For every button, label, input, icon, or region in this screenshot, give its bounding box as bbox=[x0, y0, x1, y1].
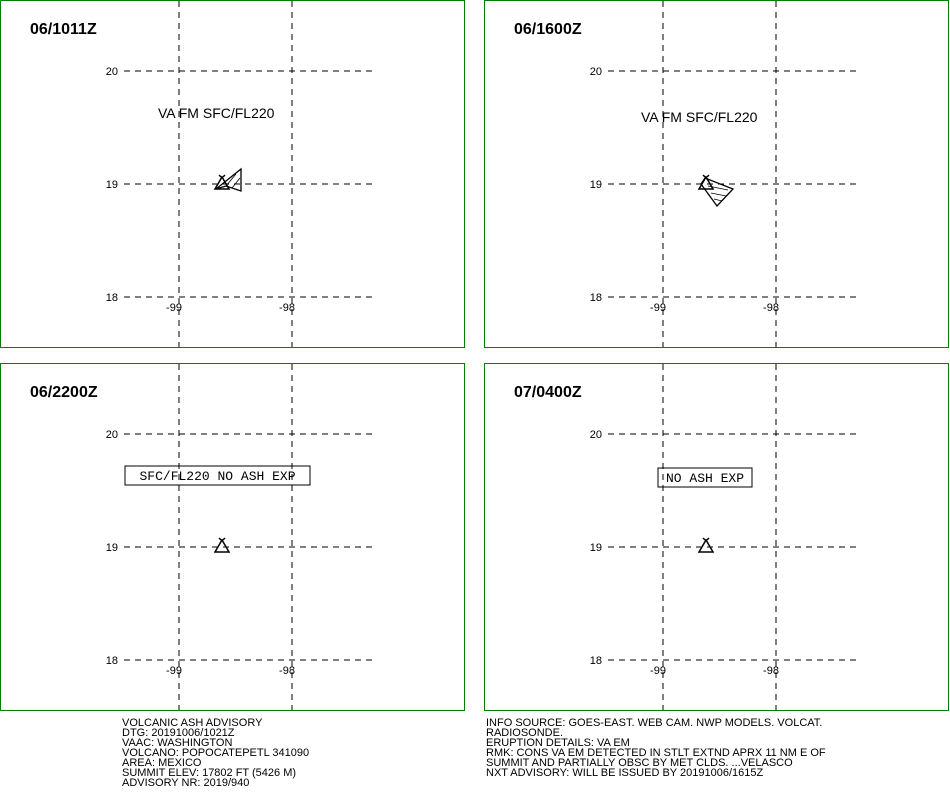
ash-label: VA FM SFC/FL220 bbox=[158, 105, 275, 121]
latitude-label: 20 bbox=[590, 66, 602, 78]
latitude-label: 19 bbox=[106, 179, 118, 191]
advisory-line: VAAC: WASHINGTON bbox=[122, 737, 232, 749]
advisory-line: VOLCANIC ASH ADVISORY bbox=[122, 717, 263, 729]
ash-label: VA FM SFC/FL220 bbox=[641, 109, 758, 125]
ash-hatch bbox=[225, 173, 241, 189]
map-panel: 20 19 18 -99 -98 07/0400Z NO ASH EXP bbox=[484, 363, 949, 711]
ash-label: NO ASH EXP bbox=[666, 471, 744, 486]
latitude-label: 19 bbox=[590, 542, 602, 554]
valid-time: 06/1011Z bbox=[30, 21, 97, 38]
volcano-symbol bbox=[213, 537, 231, 553]
advisory-line: VOLCANO: POPOCATEPETL 341090 bbox=[122, 747, 309, 759]
longitude-label: -99 bbox=[166, 665, 182, 677]
advisory-line: SUMMIT ELEV: 17802 FT (5426 M) bbox=[122, 767, 296, 779]
volcano-symbol bbox=[697, 537, 715, 553]
panel-border bbox=[0, 363, 465, 711]
map-panel: 20 19 18 -99 -98 06/1011Z VA FM SFC/FL220 bbox=[0, 0, 465, 348]
longitude-label: -99 bbox=[650, 665, 666, 677]
map-panel: 20 19 18 -99 -98 06/1600Z VA FM SFC/FL220 bbox=[484, 0, 949, 348]
latitude-label: 19 bbox=[590, 179, 602, 191]
latitude-label: 19 bbox=[106, 542, 118, 554]
latitude-label: 18 bbox=[106, 292, 118, 304]
map-panel: 20 19 18 -99 -98 06/2200Z SFC/FL220 NO ASH EXP bbox=[0, 363, 465, 711]
panel-border bbox=[484, 363, 949, 711]
longitude-label: -98 bbox=[763, 665, 779, 677]
advisory-line: SUMMIT AND PARTIALLY OBSC BY MET CLDS. .… bbox=[486, 757, 793, 769]
valid-time: 07/0400Z bbox=[514, 384, 582, 401]
advisory-line: AREA: MEXICO bbox=[122, 757, 202, 769]
advisory-line: ADVISORY NR: 2019/940 bbox=[122, 777, 249, 789]
ash-label: SFC/FL220 NO ASH EXP bbox=[139, 469, 295, 484]
ash-hatch bbox=[707, 185, 729, 202]
latitude-label: 18 bbox=[590, 292, 602, 304]
advisory-line: NXT ADVISORY: WILL BE ISSUED BY 20191006… bbox=[486, 767, 763, 779]
ash-cloud bbox=[700, 177, 735, 208]
longitude-label: -99 bbox=[166, 302, 182, 314]
longitude-label: -99 bbox=[650, 302, 666, 314]
longitude-label: -98 bbox=[763, 302, 779, 314]
advisory-line: ERUPTION DETAILS: VA EM bbox=[486, 737, 630, 749]
latitude-label: 20 bbox=[106, 429, 118, 441]
advisory-line: RMK: CONS VA EM DETECTED IN STLT EXTND A… bbox=[486, 747, 826, 759]
latitude-label: 20 bbox=[106, 66, 118, 78]
latitude-label: 20 bbox=[590, 429, 602, 441]
volcano-symbol bbox=[697, 174, 715, 190]
volcano-symbol bbox=[213, 174, 231, 190]
ash-label-box bbox=[124, 465, 311, 486]
advisory-line: RADIOSONDE. bbox=[486, 727, 563, 739]
panel-border bbox=[484, 0, 949, 348]
advisory-line: DTG: 20191006/1021Z bbox=[122, 727, 235, 739]
latitude-label: 18 bbox=[106, 655, 118, 667]
panel-border bbox=[0, 0, 465, 348]
latitude-label: 18 bbox=[590, 655, 602, 667]
ash-label-box bbox=[657, 467, 753, 488]
valid-time: 06/2200Z bbox=[30, 384, 98, 401]
advisory-line: INFO SOURCE: GOES-EAST. WEB CAM. NWP MOD… bbox=[486, 717, 822, 729]
longitude-label: -98 bbox=[279, 302, 295, 314]
ash-cloud bbox=[215, 167, 242, 192]
valid-time: 06/1600Z bbox=[514, 21, 582, 38]
longitude-label: -98 bbox=[279, 665, 295, 677]
